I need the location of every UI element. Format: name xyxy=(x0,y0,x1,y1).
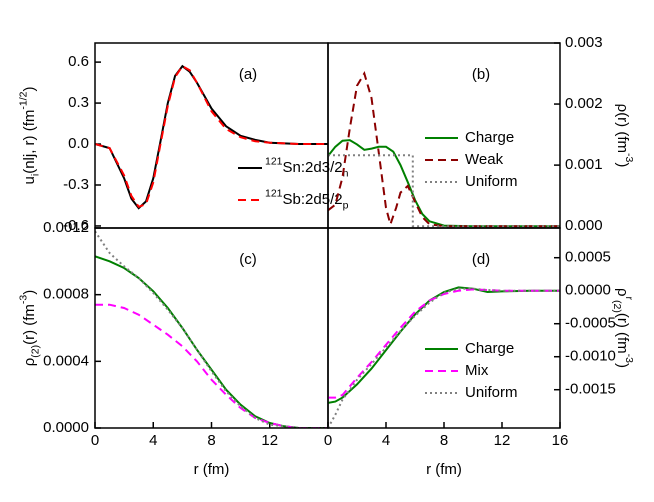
series-line xyxy=(328,288,560,399)
plot-frame xyxy=(327,227,561,429)
text-part: r xyxy=(623,297,635,301)
panel-label: (a) xyxy=(239,66,257,83)
series-line xyxy=(328,286,560,404)
text-part: (nlj, r) (fm xyxy=(21,110,38,174)
x-tick-label: 4 xyxy=(382,432,390,449)
series-line xyxy=(95,64,328,209)
y-tick-label: 0.001 xyxy=(565,156,603,173)
text-part: u xyxy=(21,176,38,184)
panel-label: (c) xyxy=(239,251,257,268)
y-tick-label: -0.0005 xyxy=(565,315,616,332)
text-part: (2) xyxy=(611,300,623,313)
y-tick-label: 0.000 xyxy=(565,217,603,234)
plot-frame xyxy=(94,227,329,429)
y-tick-label: 0.0012 xyxy=(43,219,89,236)
text-part: -1/2 xyxy=(17,91,29,109)
text-part: 121 xyxy=(265,187,283,199)
legend-label: Charge xyxy=(465,129,514,146)
series-line xyxy=(95,255,328,428)
text-part: i xyxy=(29,174,41,176)
x-tick-label: 4 xyxy=(149,432,157,449)
y-tick-label: 0.0005 xyxy=(565,249,611,266)
text-part: ρ xyxy=(21,358,38,367)
x-axis-label: r (fm) xyxy=(194,461,230,478)
text-part: Sn:2d3/2 xyxy=(283,159,343,176)
legend-label: Uniform xyxy=(465,173,518,190)
legend-label: 121Sn:2d3/2n xyxy=(265,155,349,179)
text-part: ) xyxy=(614,363,631,368)
y-tick-label: 0.0000 xyxy=(43,419,89,436)
legend-label: Weak xyxy=(465,151,504,168)
y-tick-label: 0.003 xyxy=(565,34,603,51)
legend-label: Uniform xyxy=(465,384,518,401)
series-line xyxy=(328,154,560,228)
series-line xyxy=(95,303,328,428)
y-tick-label: 0.6 xyxy=(68,53,89,70)
y-tick-label: 0.3 xyxy=(68,94,89,111)
y-tick-label: 0.0008 xyxy=(43,286,89,303)
plot-frame xyxy=(327,42,561,229)
y-axis-label: ρ(2)(r) (fm-3) xyxy=(17,290,41,367)
text-part: ρ(r) (fm xyxy=(614,104,631,153)
series-line xyxy=(328,139,560,228)
text-part: ) xyxy=(614,162,631,167)
y-tick-label: -0.0010 xyxy=(565,348,616,365)
text-part: (r) (fm xyxy=(614,313,631,354)
text-part: ρ xyxy=(614,288,631,297)
series-line xyxy=(95,230,328,428)
x-axis-label: r (fm) xyxy=(426,461,462,478)
x-tick-label: 8 xyxy=(207,432,215,449)
x-tick-label: 12 xyxy=(494,432,511,449)
x-tick-label: 12 xyxy=(261,432,278,449)
text-part: ) xyxy=(21,290,38,295)
panel-label: (b) xyxy=(472,66,490,83)
y-tick-label: -0.3 xyxy=(63,176,89,193)
text-part: (r) (fm xyxy=(21,304,38,345)
x-tick-label: 16 xyxy=(552,432,569,449)
legend-label: Mix xyxy=(465,362,489,379)
text-part: (2) xyxy=(29,345,41,358)
text-part: -3 xyxy=(623,354,635,363)
series-line xyxy=(328,287,560,428)
y-tick-label: 0.0004 xyxy=(43,352,89,369)
x-tick-label: 0 xyxy=(91,432,99,449)
series-line xyxy=(328,71,560,228)
legend-label: Charge xyxy=(465,340,514,357)
text-part: n xyxy=(343,167,349,179)
text-part: ) xyxy=(21,87,38,92)
text-part: -3 xyxy=(623,153,635,162)
series-line xyxy=(95,64,328,210)
text-part: -3 xyxy=(17,295,29,304)
y-axis-label: ui(nlj, r) (fm-1/2) xyxy=(17,87,41,185)
y-tick-label: 0.002 xyxy=(565,95,603,112)
x-tick-label: 0 xyxy=(324,432,332,449)
panel-label: (d) xyxy=(472,251,490,268)
y-axis-label: ρ(r) (fm-3) xyxy=(614,104,635,168)
x-tick-label: 8 xyxy=(440,432,448,449)
y-tick-label: 0.0 xyxy=(68,135,89,152)
text-part: p xyxy=(343,199,349,211)
y-tick-label: -0.6 xyxy=(63,217,89,234)
y-tick-label: -0.0015 xyxy=(565,381,616,398)
text-part: 121 xyxy=(265,155,283,167)
y-axis-label: ρr(2)(r) (fm-3) xyxy=(611,288,635,368)
y-tick-label: 0.0000 xyxy=(565,282,611,299)
